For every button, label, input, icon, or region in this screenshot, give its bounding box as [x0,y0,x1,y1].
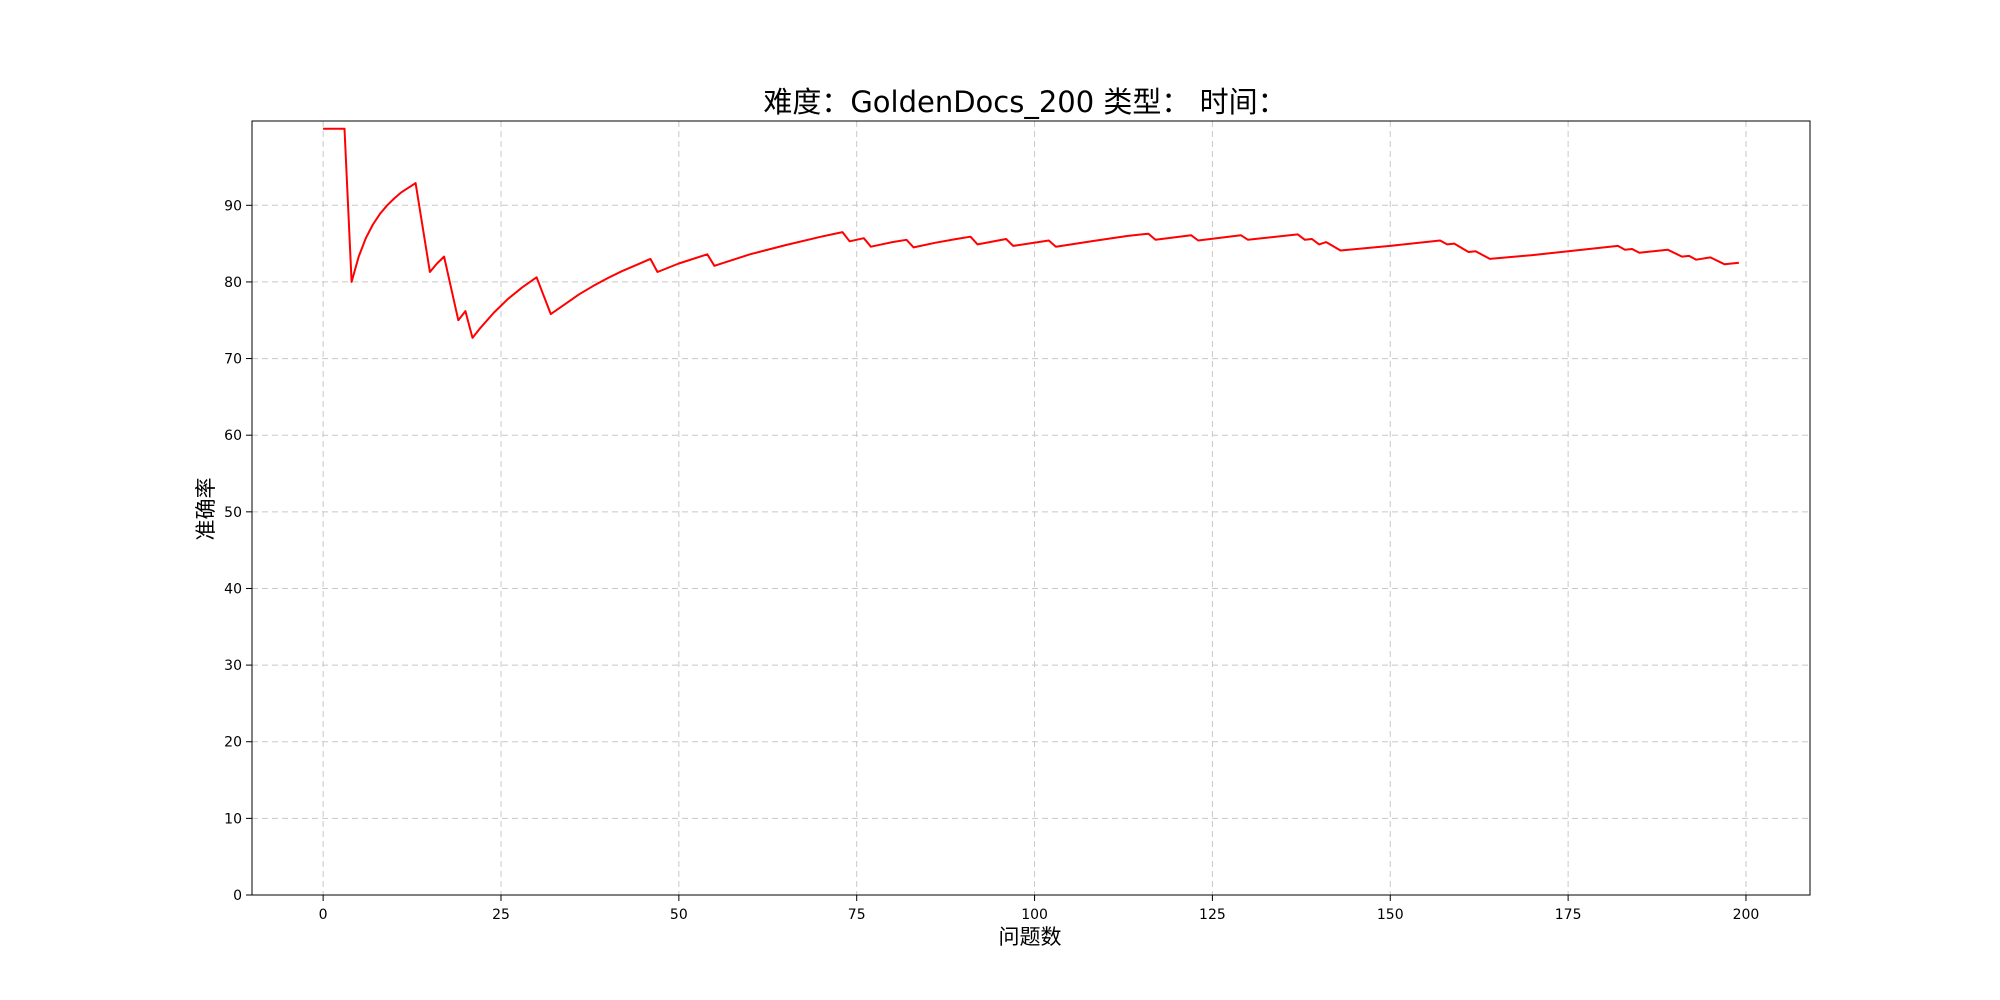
x-tick-label: 50 [670,907,688,923]
x-tick-label: 0 [319,907,328,923]
x-axis-ticks: 0 25 50 75 100 125 150 175 200 [319,895,1760,923]
y-tick-label: 50 [224,505,242,521]
y-tick-label: 10 [224,811,242,827]
chart-title: 难度：GoldenDocs_200 类型： 时间： [763,85,1286,119]
y-tick-label: 60 [224,428,242,444]
x-tick-label: 100 [1021,907,1048,923]
y-tick-label: 0 [233,888,242,904]
grid [252,121,1810,895]
y-axis-ticks: 0 10 20 30 40 50 60 70 80 90 [224,198,252,904]
y-tick-label: 80 [224,275,242,291]
accuracy-series-line [323,127,1740,339]
x-tick-label: 75 [848,907,866,923]
x-tick-label: 175 [1555,907,1582,923]
y-tick-label: 30 [224,658,242,674]
y-tick-label: 90 [224,198,242,214]
x-tick-label: 150 [1377,907,1404,923]
y-tick-label: 40 [224,581,242,597]
x-axis-label: 问题数 [999,925,1062,949]
x-tick-label: 25 [492,907,510,923]
y-tick-label: 70 [224,352,242,368]
series-layer [323,127,1740,339]
x-tick-label: 125 [1199,907,1226,923]
x-tick-label: 200 [1733,907,1760,923]
y-tick-label: 20 [224,735,242,751]
plot-frame [251,120,1811,896]
y-axis-label: 准确率 [194,478,218,541]
